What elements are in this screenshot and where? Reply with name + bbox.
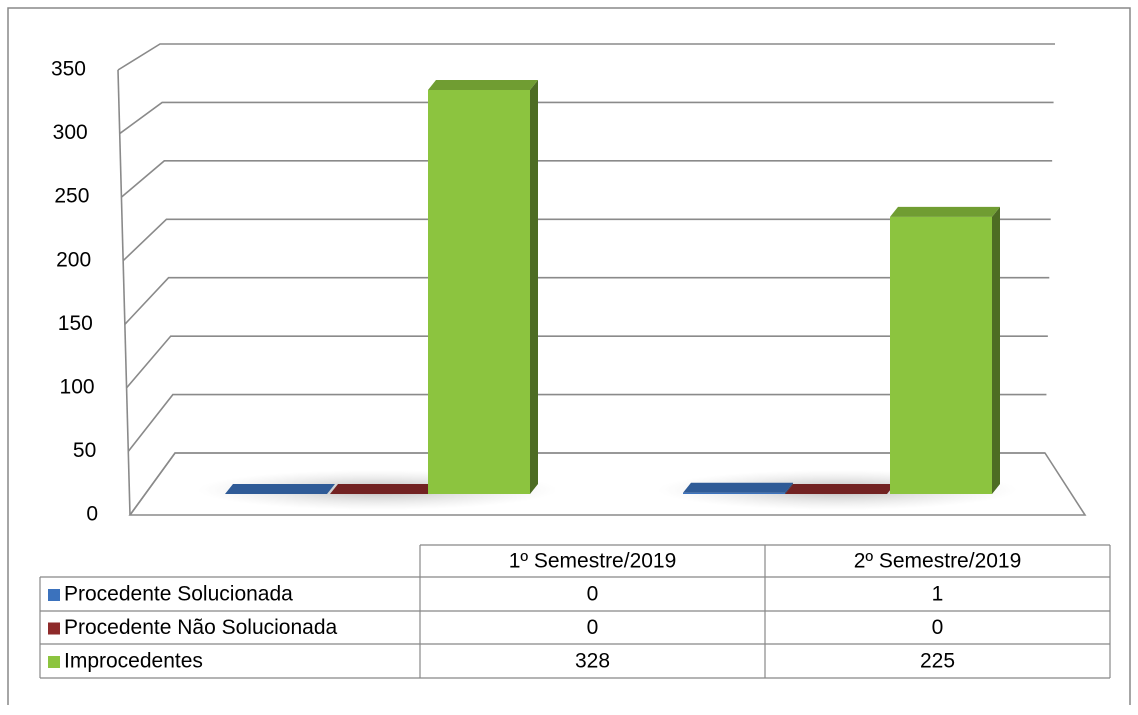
legend-label: Procedente Solucionada [64,583,293,606]
legend-label: Procedente Não Solucionada [64,616,338,639]
y-tick-label: 50 [73,439,96,462]
legend-label: Improcedentes [64,650,203,673]
table-value: 0 [587,583,599,606]
bar-side [530,80,538,494]
grid-line [117,43,1055,71]
legend-key [48,589,60,601]
bar [890,216,992,495]
grid-line [125,335,1048,389]
y-tick-label: 350 [51,58,86,81]
grid-line [122,218,1051,262]
y-tick-label: 300 [53,121,88,144]
bar-side [992,206,1000,495]
y-axis [117,69,131,516]
table-value: 328 [575,650,610,673]
table-value: 1 [932,583,944,606]
bar-top [428,80,538,90]
y-tick-label: 0 [86,503,98,526]
category-label: 2º Semestre/2019 [854,550,1022,573]
y-tick-label: 100 [60,375,95,398]
bar-top [330,484,440,494]
table-value: 225 [920,650,955,673]
bar-top [225,484,335,494]
table-value: 0 [587,616,599,639]
grid-line [120,160,1053,198]
table-value: 0 [932,616,944,639]
y-tick-label: 250 [54,185,89,208]
frame [7,7,1131,705]
bar-top [890,206,1000,217]
bar-side [785,482,793,494]
legend-key [48,656,60,668]
bar [683,492,785,494]
y-tick-label: 150 [58,312,93,335]
bar [428,90,530,494]
grid-line [127,393,1047,452]
grid-line [124,276,1050,325]
category-label: 1º Semestre/2019 [509,550,677,573]
bar-top [785,484,895,494]
legend-key [48,622,60,635]
grid-line [129,452,1045,516]
bar-top [683,482,793,493]
y-tick-label: 200 [56,248,91,271]
grid-line [119,101,1054,135]
